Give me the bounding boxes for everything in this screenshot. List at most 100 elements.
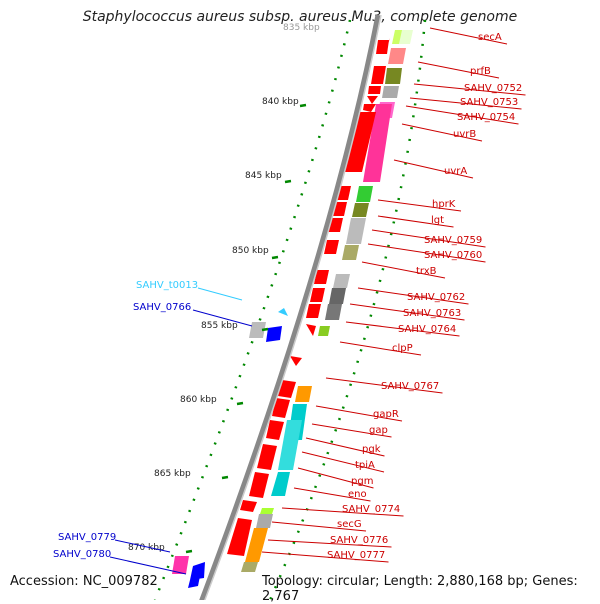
- cds-SAHV_0779: [190, 562, 205, 580]
- leader-line: [371, 229, 486, 248]
- band-0753: [382, 86, 399, 98]
- tick-label: 870 kbp: [128, 543, 165, 553]
- cds-gapR: [278, 380, 296, 398]
- tick-mark: [271, 255, 279, 260]
- cds-gap: [272, 398, 290, 418]
- gene-label-SAHV_0764: SAHV_0764: [398, 324, 456, 335]
- cds-pgk: [266, 420, 284, 440]
- band-secA-2: [399, 30, 413, 44]
- gene-label-eno: eno: [348, 489, 367, 500]
- tick-label: 860 kbp: [180, 395, 217, 405]
- gene-label-secG: secG: [337, 519, 362, 530]
- tick-mark: [284, 179, 292, 184]
- tick-label-top: 835 kbp: [283, 23, 320, 33]
- tick-label: 850 kbp: [232, 246, 269, 256]
- backbone: [199, 14, 381, 600]
- leader-line: [267, 539, 392, 548]
- gene-label-SAHV_0759: SAHV_0759: [424, 235, 482, 246]
- leader-line: [301, 451, 385, 473]
- leader-line: [281, 507, 404, 517]
- leader-line: [114, 539, 171, 553]
- leader-line: [409, 97, 522, 110]
- gene-label-SAHV_0776: SAHV_0776: [330, 535, 388, 546]
- band-secG: [256, 514, 273, 528]
- gene-label-gapR: gapR: [373, 409, 399, 420]
- gene-label-SAHV_0753: SAHV_0753: [460, 97, 518, 108]
- cds-0762: [314, 270, 329, 284]
- band-eno-small: [260, 508, 274, 514]
- gene-label-hprK: hprK: [432, 199, 456, 210]
- leader-line: [109, 556, 187, 575]
- cds-eno: [240, 500, 257, 512]
- leader-line: [325, 377, 443, 394]
- cds-0767: [290, 356, 302, 366]
- band-prfB: [388, 48, 406, 64]
- trna-SAHV_t0013: [278, 308, 288, 316]
- leader-line: [429, 27, 508, 45]
- tick-mark: [185, 549, 193, 554]
- forward-cds-group: [227, 38, 390, 556]
- cds-pgm: [249, 472, 269, 498]
- band-0752: [385, 68, 402, 84]
- gene-label-SAHV_0774: SAHV_0774: [342, 504, 400, 515]
- leader-line: [393, 159, 474, 179]
- leader-line: [367, 243, 486, 263]
- leader-line: [361, 261, 446, 279]
- gene-label-SAHV_0779: SAHV_0779: [58, 532, 116, 543]
- band-0776: [245, 528, 268, 562]
- band-0759: [346, 218, 366, 244]
- tick-mark: [236, 401, 244, 406]
- gene-label-SAHV_0763: SAHV_0763: [403, 308, 461, 319]
- gene-label-SAHV_0780: SAHV_0780: [53, 549, 111, 560]
- leader-line: [339, 341, 422, 356]
- gene-label-uvrA: uvrA: [444, 166, 467, 177]
- leader-line: [271, 521, 367, 532]
- cds-0760: [324, 240, 339, 254]
- leader-line: [192, 309, 253, 327]
- band-0762: [333, 274, 350, 288]
- cds-secA-b: [376, 40, 389, 54]
- gene-label-SAHV_0767: SAHV_0767: [381, 381, 439, 392]
- gene-label-lgt: lgt: [431, 215, 444, 226]
- band-0779: [172, 556, 189, 574]
- gene-label-gap: gap: [369, 425, 388, 436]
- cds-0754: [363, 104, 376, 112]
- tick-labels: 835 kbp 840 kbp 845 kbp 850 kbp 855 kbp 860 k…: [128, 23, 320, 554]
- cds-tpiA: [257, 444, 277, 470]
- gene-label-prfB: prfB: [470, 66, 491, 77]
- band-tpiA: [271, 472, 290, 496]
- leader-line: [297, 467, 374, 489]
- gene-label-SAHV_0760: SAHV_0760: [424, 250, 482, 261]
- leader-line: [377, 199, 462, 212]
- cds-0752: [368, 86, 381, 94]
- cds-clpP: [306, 324, 316, 336]
- reverse-cds-group: [188, 308, 288, 588]
- leader-line: [357, 287, 469, 305]
- title: Staphylococcus aureus subsp. aureus Mu3,…: [82, 9, 518, 25]
- gene-label-SAHV_0754: SAHV_0754: [457, 112, 515, 123]
- tick-mark: [299, 103, 307, 108]
- cds-0764: [306, 304, 321, 318]
- gene-label-SAHV_0766: SAHV_0766: [133, 302, 191, 313]
- tick-label: 840 kbp: [262, 97, 299, 107]
- leader-line: [305, 437, 385, 457]
- band-trxB: [342, 245, 359, 260]
- band-0766: [249, 322, 266, 338]
- band-uvrB: [363, 104, 392, 182]
- feature-bands: [172, 30, 413, 574]
- leader-line: [413, 83, 526, 96]
- gene-label-SAHV_0752: SAHV_0752: [464, 83, 522, 94]
- right-labels: secA prfB SAHV_0752 SAHV_0753 SAHV_0754 uvrB u…: [261, 27, 526, 563]
- tick-mark: [261, 327, 269, 332]
- tick-label: 855 kbp: [201, 321, 238, 331]
- cds-uvrB: [343, 112, 376, 172]
- leader-line: [261, 551, 389, 563]
- leader-line: [197, 287, 243, 301]
- gene-label-clpP: clpP: [392, 343, 413, 354]
- gene-label-secA: secA: [478, 32, 502, 43]
- band-clpP: [318, 326, 330, 336]
- gene-label-SAHV_t0013: SAHV_t0013: [136, 280, 198, 291]
- leader-line: [401, 123, 483, 142]
- outer-ring: [268, 19, 427, 600]
